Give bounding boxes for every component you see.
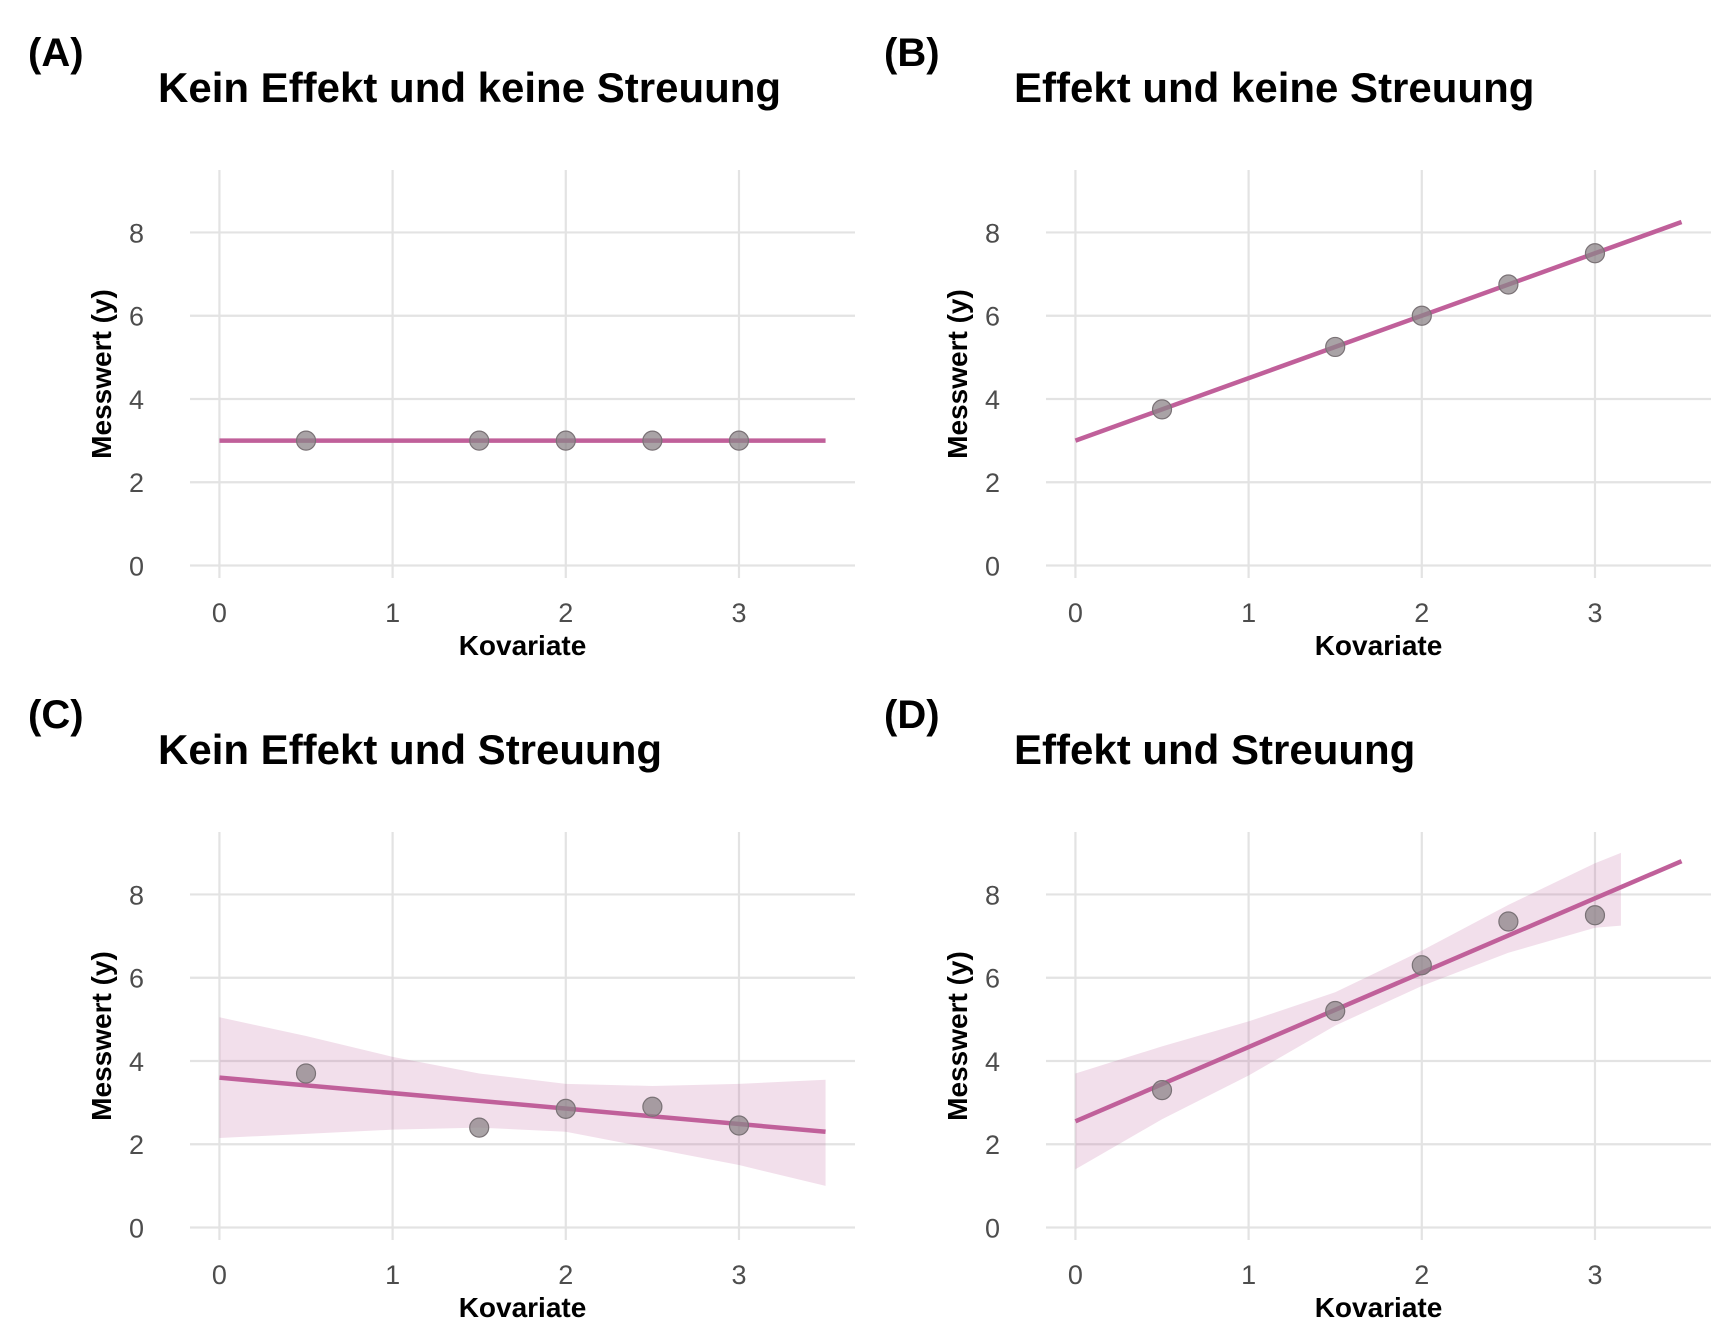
data-point — [728, 1115, 750, 1136]
y-tick-label: 4 — [985, 385, 1000, 415]
data-point — [1411, 955, 1432, 976]
x-tick-label: 2 — [1414, 1260, 1429, 1290]
y-tick-label: 8 — [985, 880, 1000, 910]
x-tick-label: 2 — [1414, 598, 1429, 628]
y-axis-label: Messwert (y) — [86, 951, 117, 1121]
data-point — [295, 1063, 317, 1084]
y-tick-label: 6 — [985, 964, 1000, 994]
data-point — [642, 430, 663, 451]
data-point — [1498, 274, 1519, 295]
x-tick-label: 1 — [385, 598, 400, 628]
y-tick-label: 4 — [129, 385, 144, 415]
y-tick-label: 2 — [129, 1130, 144, 1160]
panel-tag: (B) — [884, 31, 940, 75]
y-tick-label: 8 — [985, 218, 1000, 248]
y-tick-label: 6 — [129, 302, 144, 332]
panel-title: Effekt und keine Streuung — [1014, 64, 1534, 111]
x-tick-label: 1 — [1241, 598, 1256, 628]
x-axis-label: Kovariate — [459, 1292, 587, 1323]
confidence-band — [219, 1017, 826, 1186]
regression-line — [1074, 859, 1683, 1124]
data-point — [728, 430, 750, 451]
y-tick-label: 2 — [985, 1130, 1000, 1160]
y-tick-label: 4 — [985, 1047, 1000, 1077]
regression-line — [1074, 219, 1683, 443]
panel-tag: (C) — [28, 693, 84, 737]
x-tick-label: 3 — [1587, 598, 1602, 628]
data-point — [1151, 1080, 1173, 1101]
y-tick-label: 2 — [985, 468, 1000, 498]
y-axis-label: Messwert (y) — [86, 289, 117, 459]
x-tick-label: 0 — [212, 1260, 227, 1290]
data-point — [1411, 305, 1432, 326]
x-tick-label: 0 — [212, 598, 227, 628]
data-point — [295, 430, 317, 451]
panel-title: Kein Effekt und Streuung — [158, 726, 662, 773]
y-axis-label: Messwert (y) — [942, 951, 973, 1121]
y-tick-label: 0 — [985, 552, 1000, 582]
x-tick-label: 1 — [385, 1260, 400, 1290]
y-tick-label: 0 — [985, 1214, 1000, 1244]
panel-title: Effekt und Streuung — [1014, 726, 1415, 773]
y-tick-label: 6 — [985, 302, 1000, 332]
x-tick-label: 3 — [731, 598, 746, 628]
data-point — [1151, 399, 1173, 420]
y-tick-label: 4 — [129, 1047, 144, 1077]
x-tick-label: 0 — [1068, 1260, 1083, 1290]
data-point — [642, 1096, 663, 1117]
data-point — [1584, 243, 1606, 264]
y-axis-label: Messwert (y) — [942, 289, 973, 459]
y-tick-label: 0 — [129, 552, 144, 582]
data-point — [1498, 911, 1519, 932]
x-axis-label: Kovariate — [459, 630, 587, 661]
data-point — [555, 1098, 576, 1119]
y-tick-label: 6 — [129, 964, 144, 994]
panel-c: (C) Kein Effekt und Streuung 0 2 4 6 8 0 1 2 3 Kova… — [28, 693, 855, 1323]
data-point — [1325, 1000, 1346, 1022]
x-tick-label: 2 — [558, 598, 573, 628]
panel-d: (D) Effekt und Streuung 0 2 4 6 8 0 1 2 3 Kovariate… — [884, 693, 1711, 1323]
panel-a: (A) Kein Effekt und keine Streuung 0 2 4 6 8 0 1… — [28, 31, 855, 661]
x-axis-label: Kovariate — [1315, 630, 1443, 661]
y-tick-label: 8 — [129, 218, 144, 248]
y-tick-label: 2 — [129, 468, 144, 498]
panel-tag: (A) — [28, 31, 84, 75]
regression-line — [219, 1075, 826, 1134]
confidence-band — [1075, 852, 1621, 1170]
data-point — [555, 430, 576, 451]
data-point — [469, 430, 490, 451]
panel-title: Kein Effekt und keine Streuung — [158, 64, 781, 111]
data-point — [1584, 905, 1606, 926]
data-point — [469, 1117, 490, 1138]
panel-b: (B) Effekt und keine Streuung 0 2 4 6 8 0 1 2 3 Kov… — [884, 31, 1711, 661]
x-tick-label: 1 — [1241, 1260, 1256, 1290]
y-tick-label: 0 — [129, 1214, 144, 1244]
y-tick-label: 8 — [129, 880, 144, 910]
x-tick-label: 3 — [1587, 1260, 1602, 1290]
x-tick-label: 2 — [558, 1260, 573, 1290]
data-point — [1325, 336, 1346, 358]
x-tick-label: 0 — [1068, 598, 1083, 628]
panel-tag: (D) — [884, 693, 940, 737]
x-axis-label: Kovariate — [1315, 1292, 1443, 1323]
x-tick-label: 3 — [731, 1260, 746, 1290]
